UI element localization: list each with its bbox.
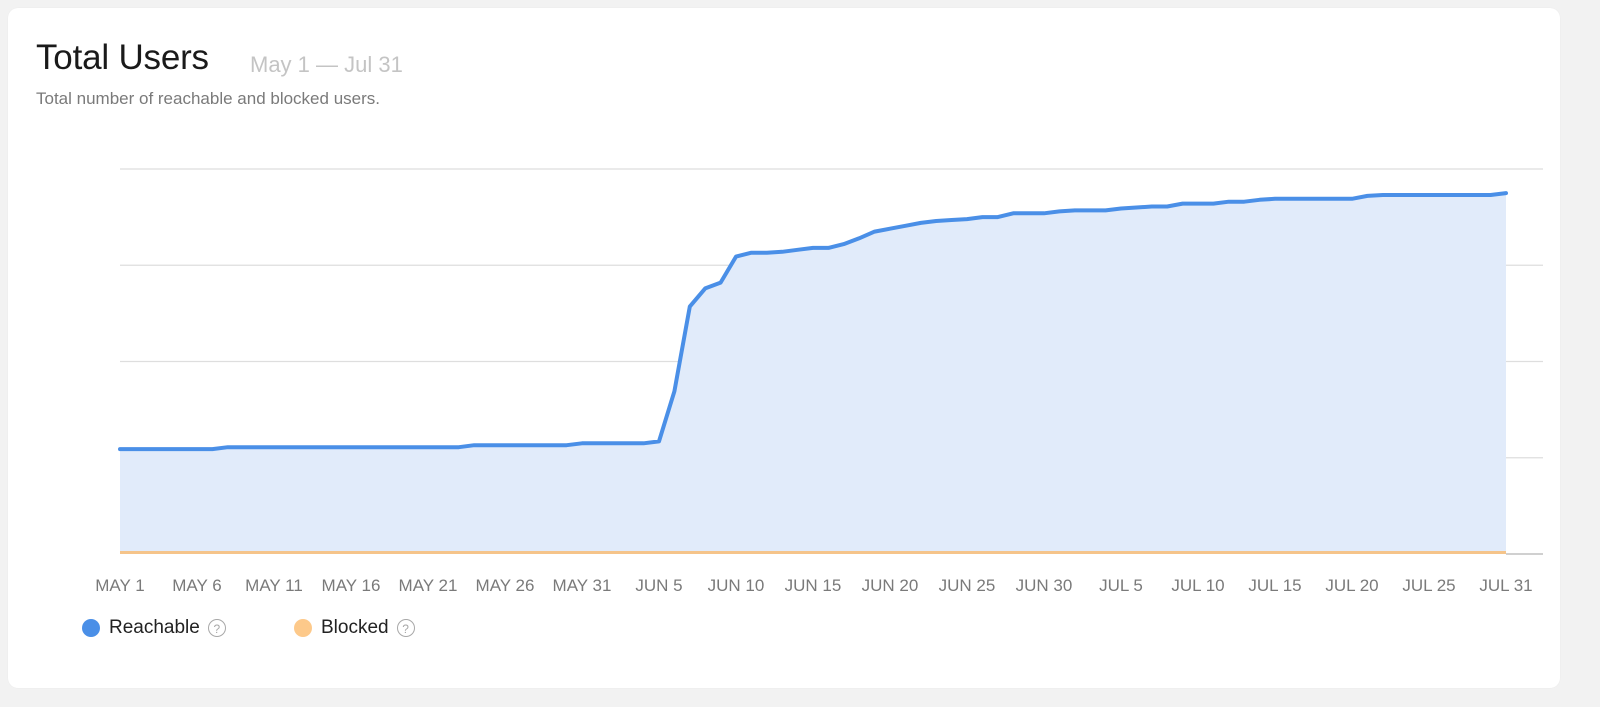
chart-subtitle: Total number of reachable and blocked us… xyxy=(36,89,380,108)
reachable-line xyxy=(118,191,1508,452)
x-tick-label: JUN 5 xyxy=(635,576,682,595)
x-tick-label: JUL 31 xyxy=(1479,576,1532,595)
x-tick-label: MAY 1 xyxy=(95,576,144,595)
x-tick-label: MAY 16 xyxy=(322,576,381,595)
reachable-area xyxy=(120,193,1506,554)
x-tick-label: JUL 20 xyxy=(1325,576,1378,595)
legend-label-reachable: Reachable xyxy=(109,617,200,638)
reachable-dot-icon xyxy=(82,619,100,637)
x-tick-label: JUN 15 xyxy=(785,576,842,595)
question-circle-icon[interactable]: ? xyxy=(396,619,415,637)
legend-item-blocked: Blocked ? xyxy=(294,616,415,640)
x-tick-label: MAY 26 xyxy=(476,576,535,595)
x-tick-label: MAY 21 xyxy=(399,576,458,595)
x-tick-label: JUN 20 xyxy=(862,576,919,595)
chart-title: Total Users xyxy=(36,38,209,77)
x-tick-label: MAY 6 xyxy=(172,576,221,595)
question-circle-icon[interactable]: ? xyxy=(207,619,226,637)
x-tick-label: JUL 5 xyxy=(1099,576,1143,595)
x-axis-ticks: MAY 1 MAY 6 MAY 11 MAY 16 MAY 21 MAY 26 MAY 31… xyxy=(95,576,1532,595)
x-tick-label: JUL 15 xyxy=(1248,576,1301,595)
x-tick-label: MAY 11 xyxy=(245,576,303,595)
x-tick-label: JUL 25 xyxy=(1402,576,1455,595)
blocked-series-band xyxy=(120,551,1506,554)
blocked-dot-icon xyxy=(294,619,312,637)
x-tick-label: JUN 10 xyxy=(708,576,765,595)
date-range: May 1 — Jul 31 xyxy=(250,52,403,77)
x-tick-label: JUN 25 xyxy=(939,576,996,595)
legend-label-blocked: Blocked xyxy=(321,617,389,638)
legend-item-reachable: Reachable ? xyxy=(82,616,226,640)
x-tick-label: MAY 31 xyxy=(553,576,612,595)
x-tick-label: JUL 10 xyxy=(1171,576,1224,595)
x-tick-label: JUN 30 xyxy=(1016,576,1073,595)
